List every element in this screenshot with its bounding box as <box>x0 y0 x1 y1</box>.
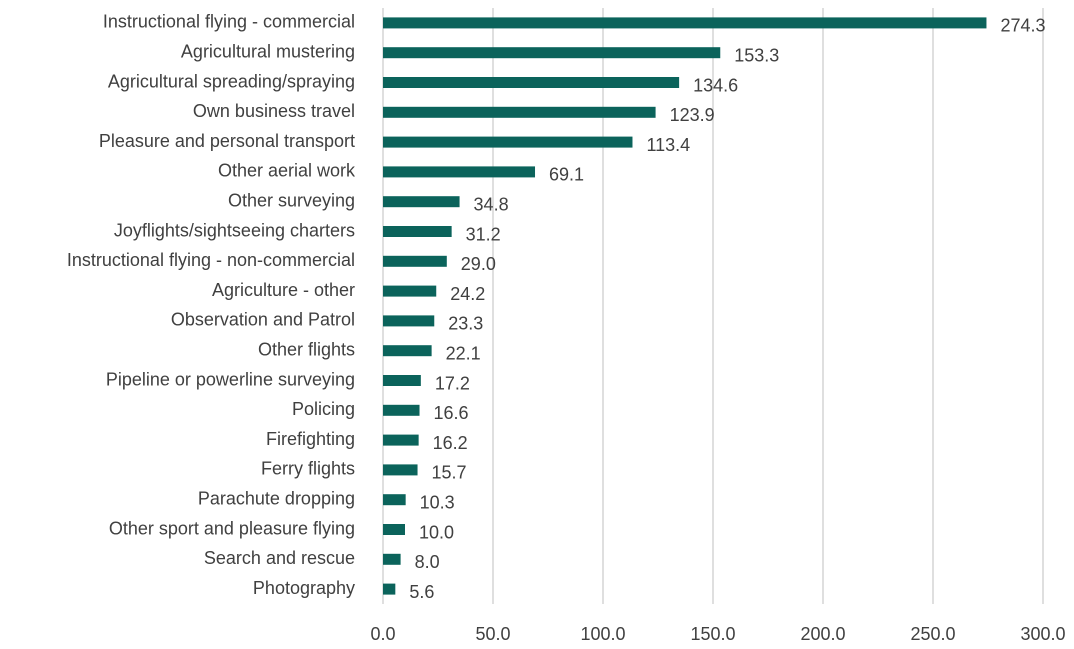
value-label: 34.8 <box>474 194 509 214</box>
bar <box>383 47 721 59</box>
y-tick-label: Photography <box>253 578 355 598</box>
value-label: 22.1 <box>446 343 481 363</box>
bar <box>383 196 460 208</box>
value-label: 15.7 <box>432 463 467 483</box>
value-label: 8.0 <box>415 552 440 572</box>
value-label: 113.4 <box>646 135 690 155</box>
bar <box>383 136 633 148</box>
value-label: 69.1 <box>549 165 584 185</box>
x-tick-label: 200.0 <box>800 624 845 644</box>
bar <box>383 524 405 535</box>
bar <box>383 404 420 416</box>
bar <box>383 77 680 88</box>
x-tick-label: 250.0 <box>910 624 955 644</box>
value-label: 17.2 <box>435 373 470 393</box>
y-tick-label: Pleasure and personal transport <box>99 131 355 151</box>
y-tick-label: Ferry flights <box>261 459 355 479</box>
value-label: 10.0 <box>419 522 454 542</box>
y-tick-label: Instructional flying - commercial <box>103 12 355 32</box>
y-tick-label: Policing <box>292 399 355 419</box>
y-tick-label: Other sport and pleasure flying <box>109 518 355 538</box>
value-label: 16.2 <box>433 433 468 453</box>
y-tick-label: Firefighting <box>266 429 355 449</box>
bar <box>383 166 536 178</box>
y-tick-label: Other aerial work <box>218 161 356 181</box>
value-label: 5.6 <box>409 582 434 602</box>
bar <box>383 375 421 386</box>
y-tick-label: Own business travel <box>193 101 355 121</box>
x-tick-label: 50.0 <box>475 624 510 644</box>
bar <box>383 434 419 446</box>
value-label: 10.3 <box>420 492 455 512</box>
bar <box>383 583 396 595</box>
y-tick-label: Pipeline or powerline surveying <box>106 369 355 389</box>
y-tick-label: Agricultural spreading/spraying <box>108 71 355 91</box>
bar <box>383 553 401 565</box>
bar <box>383 106 656 118</box>
bar <box>383 255 447 267</box>
y-tick-label: Other surveying <box>228 190 355 210</box>
value-label: 23.3 <box>448 314 483 334</box>
value-label: 31.2 <box>466 224 501 244</box>
y-tick-label: Other flights <box>258 339 355 359</box>
x-tick-label: 300.0 <box>1020 624 1065 644</box>
bar <box>383 285 437 297</box>
bar <box>383 17 987 29</box>
y-tick-label: Agriculture - other <box>212 280 355 300</box>
bar <box>383 464 418 476</box>
bar <box>383 494 406 506</box>
value-label: 274.3 <box>1000 16 1045 36</box>
x-tick-label: 100.0 <box>580 624 625 644</box>
value-label: 134.6 <box>693 75 738 95</box>
value-label: 16.6 <box>434 403 469 423</box>
value-label: 123.9 <box>670 105 715 125</box>
x-tick-label: 150.0 <box>690 624 735 644</box>
value-label: 24.2 <box>450 284 485 304</box>
y-tick-label: Search and rescue <box>204 548 355 568</box>
value-label: 29.0 <box>461 254 496 274</box>
y-tick-label: Instructional flying - non-commercial <box>67 250 355 270</box>
x-tick-label: 0.0 <box>370 624 395 644</box>
bar <box>383 345 432 357</box>
y-tick-label: Parachute dropping <box>198 488 355 508</box>
bar <box>383 315 435 327</box>
y-tick-label: Agricultural mustering <box>181 41 355 61</box>
bar <box>383 226 452 237</box>
y-tick-label: Joyflights/sightseeing charters <box>114 220 355 240</box>
y-tick-label: Observation and Patrol <box>171 310 355 330</box>
value-label: 153.3 <box>734 45 779 65</box>
